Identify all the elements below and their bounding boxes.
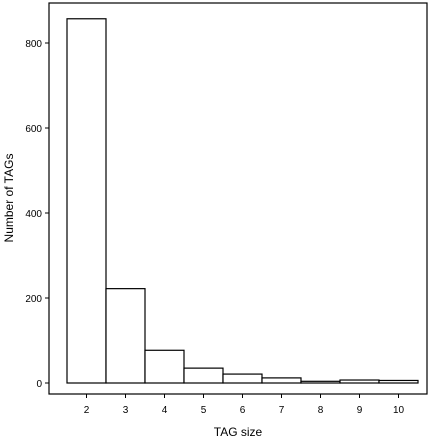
y-tick-label: 800 [25, 39, 42, 50]
y-axis-title: Number of TAGs [2, 154, 16, 243]
y-tick-label: 600 [25, 124, 42, 135]
bars-group [66, 18, 419, 384]
x-tick-label: 5 [201, 405, 207, 416]
x-tick-label: 6 [240, 405, 246, 416]
bar-tag-size-10 [378, 379, 419, 384]
x-tick-label: 4 [162, 405, 168, 416]
x-axis-title: TAG size [214, 425, 263, 439]
x-tick-label: 8 [318, 405, 324, 416]
x-tick-label: 7 [279, 405, 285, 416]
bar-tag-size-5 [183, 367, 224, 384]
y-tick-label: 200 [25, 294, 42, 305]
x-tick-label: 3 [123, 405, 129, 416]
bar-tag-size-7 [261, 377, 302, 384]
bar-tag-size-4 [144, 349, 185, 384]
x-tick-label: 9 [357, 405, 363, 416]
y-tick-label: 0 [36, 379, 42, 390]
x-tick-label: 2 [84, 405, 90, 416]
y-tick-label: 400 [25, 209, 42, 220]
x-tick-label: 10 [393, 405, 405, 416]
bar-tag-size-8 [300, 380, 341, 384]
plot-frame [48, 2, 428, 395]
bar-tag-size-3 [105, 288, 146, 384]
bar-tag-size-6 [222, 373, 263, 384]
bar-tag-size-9 [339, 379, 380, 384]
bar-tag-size-2 [66, 18, 107, 384]
x-axis: 2 3 4 5 6 7 8 9 10 [84, 394, 405, 416]
y-axis: 0 200 400 600 800 [25, 39, 49, 390]
